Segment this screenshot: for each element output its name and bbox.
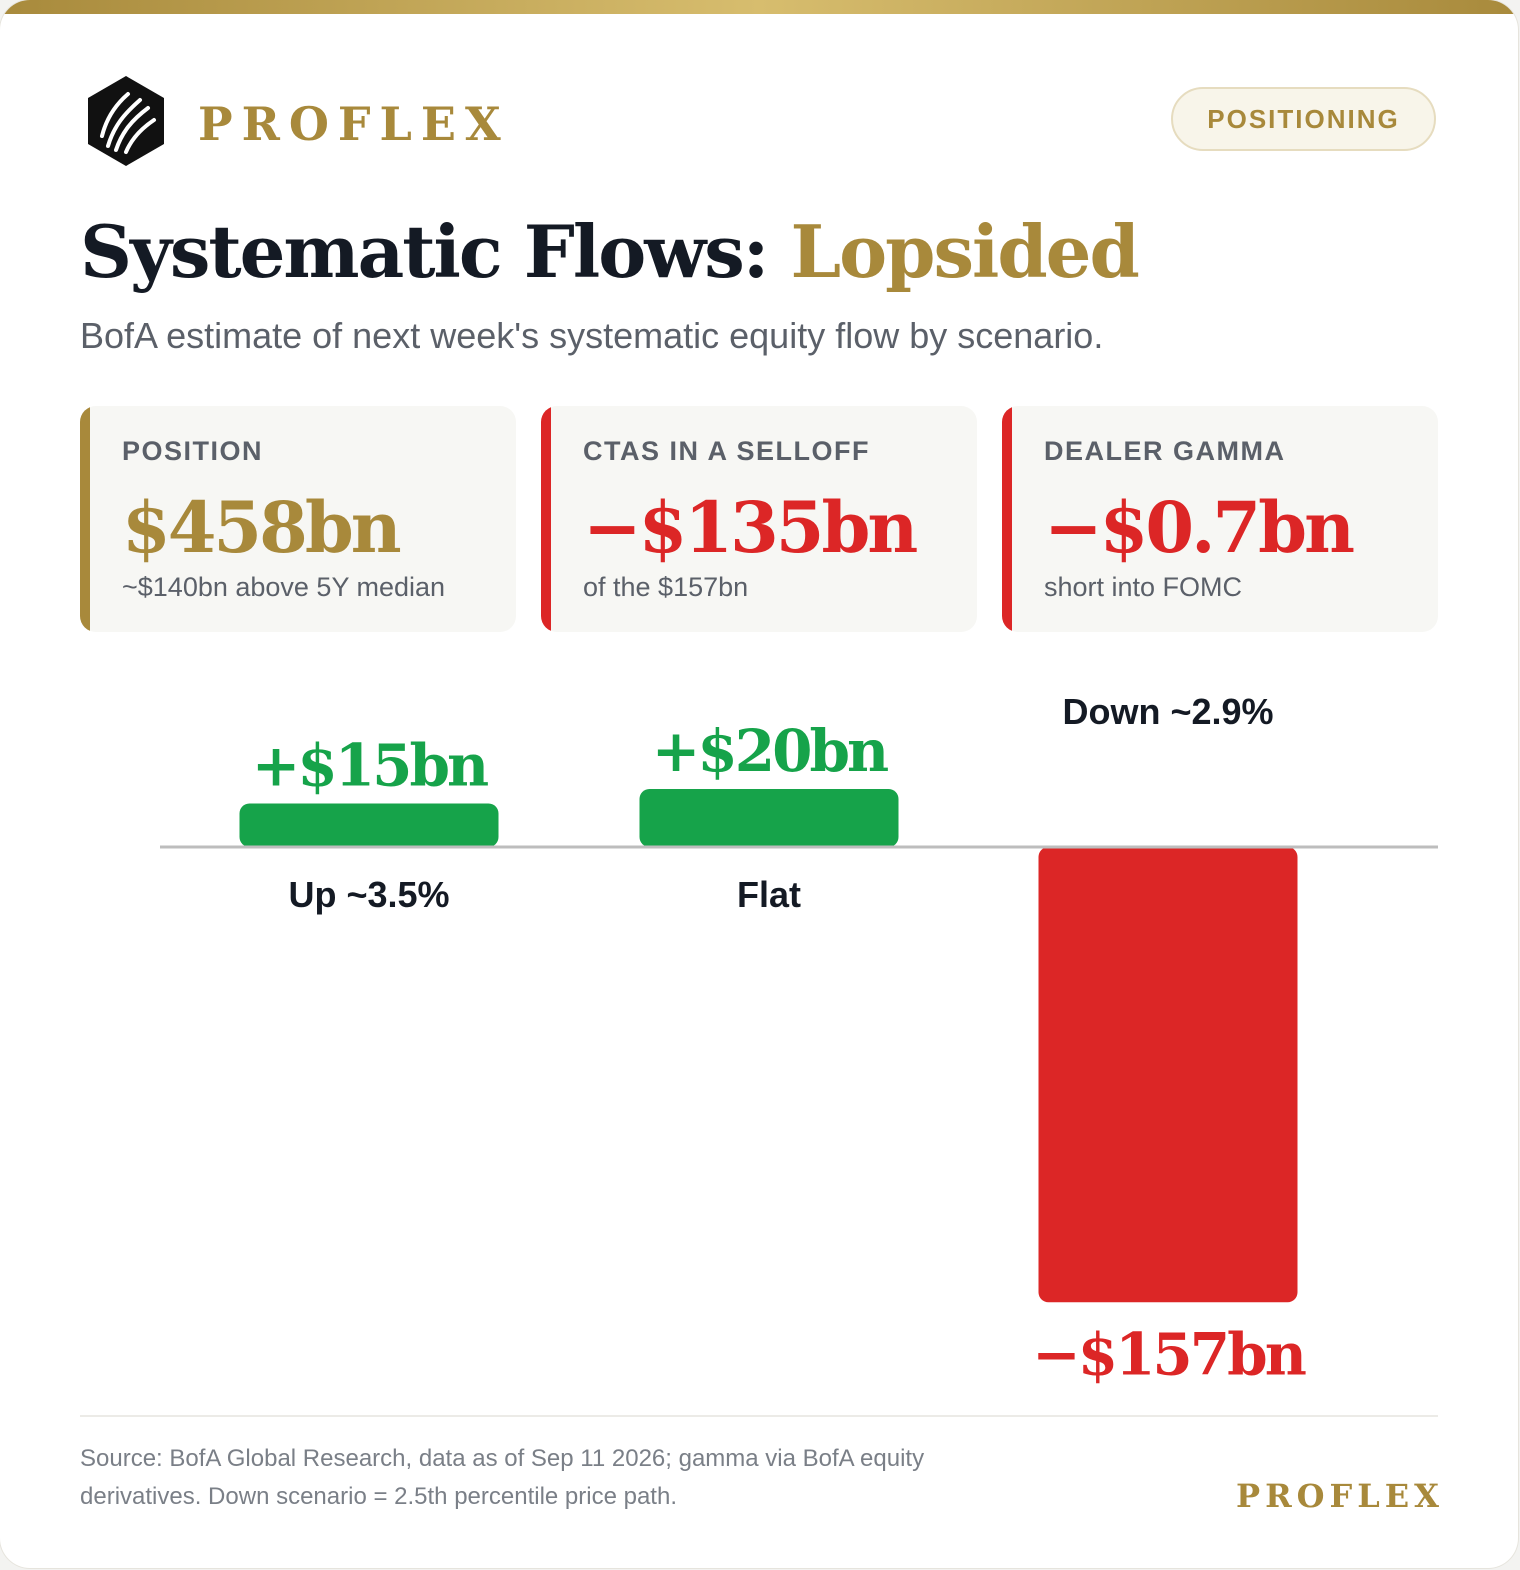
stat-label: CTAS IN A SELLOFF — [583, 436, 870, 466]
stat-note: ~$140bn above 5Y median — [122, 572, 446, 602]
stat-value: −$135bn — [583, 486, 918, 569]
category-label-0: Up ~3.5% — [288, 874, 449, 915]
category-badge: POSITIONING — [1171, 87, 1436, 151]
stat-note: short into FOMC — [1044, 572, 1243, 602]
bar-0 — [239, 803, 499, 847]
bar-2 — [1038, 847, 1298, 1303]
stat-value: $458bn — [122, 486, 402, 569]
source-line-2: derivatives. Down scenario = 2.5th perce… — [80, 1483, 677, 1510]
stat-label: POSITION — [122, 436, 264, 466]
stat-label: DEALER GAMMA — [1044, 436, 1286, 466]
category-label-1: Flat — [737, 874, 801, 915]
brand-name: PROFLEX — [198, 97, 510, 151]
value-label-2: −$157bn — [1032, 1320, 1306, 1388]
top-accent-bar — [0, 0, 1518, 14]
page-subtitle: BofA estimate of next week's systematic … — [80, 315, 1104, 356]
stat-note: of the $157bn — [583, 572, 749, 602]
scenario-bar-chart: +$15bn Up ~3.5% +$20bn Flat −$157bn Down ~2.9… — [160, 691, 1438, 1388]
title-main: Systematic Flows: — [80, 209, 769, 294]
source-line-1: Source: BofA Global Research, data as of… — [80, 1445, 925, 1472]
stat-card-dealer-gamma: DEALER GAMMA −$0.7bn short into FOMC — [1002, 406, 1438, 632]
proflex-logo-icon — [88, 76, 164, 166]
category-label-2: Down ~2.9% — [1062, 691, 1273, 732]
footer-divider — [80, 1415, 1438, 1417]
footer-brand: PROFLEX — [1236, 1477, 1444, 1515]
value-label-0: +$15bn — [252, 732, 488, 800]
title-accent: Lopsided — [790, 209, 1139, 294]
stat-card-ctas: CTAS IN A SELLOFF −$135bn of the $157bn — [541, 406, 977, 632]
bar-1 — [639, 789, 899, 847]
stat-value: −$0.7bn — [1044, 486, 1355, 569]
value-label-1: +$20bn — [652, 717, 888, 785]
source-note: Source: BofA Global Research, data as of… — [80, 1440, 1060, 1516]
stat-card-position: POSITION $458bn ~$140bn above 5Y median — [80, 406, 516, 632]
page-title: Systematic Flows: Lopsided — [80, 206, 1140, 298]
